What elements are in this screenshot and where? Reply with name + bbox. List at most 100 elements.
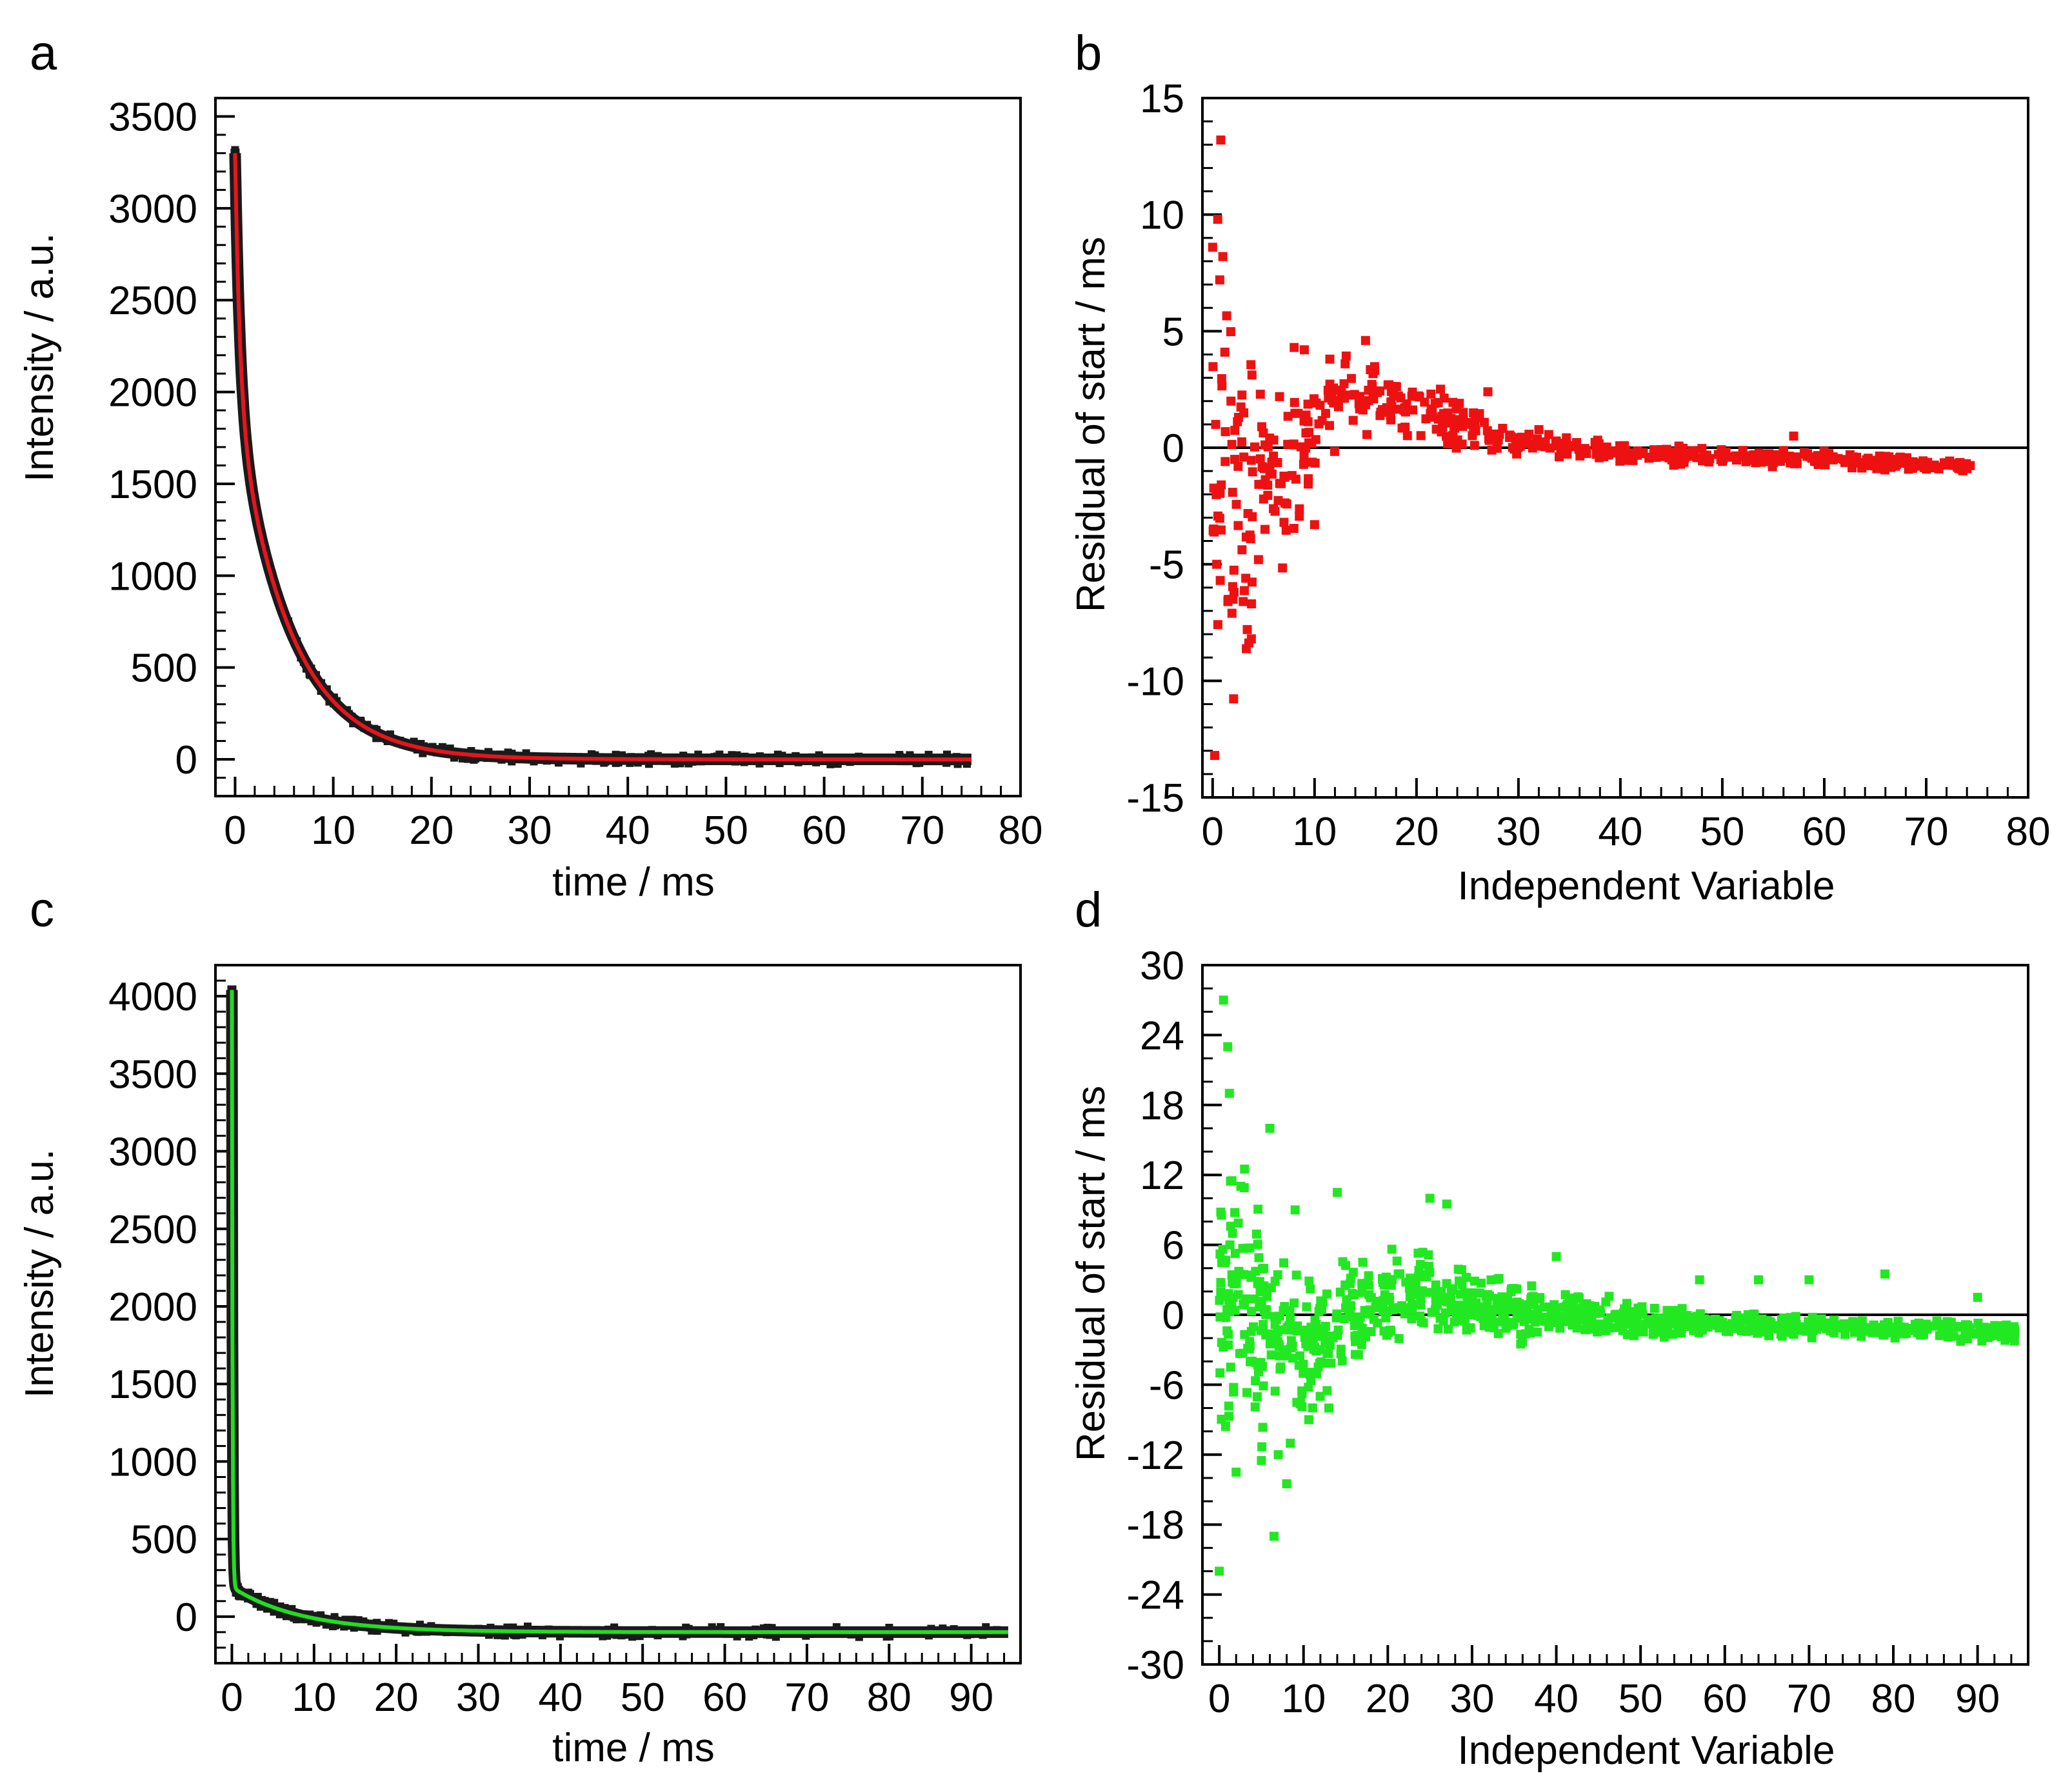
residual-point: [1522, 1306, 1532, 1315]
residual-point: [1366, 1326, 1376, 1336]
residual-point: [1437, 1287, 1446, 1297]
residual-point: [1233, 1218, 1243, 1228]
residual-point: [1736, 1324, 1746, 1334]
residual-point: [1212, 559, 1222, 569]
residual-point: [1884, 452, 1894, 462]
residual-point: [1224, 1289, 1233, 1299]
x-tick-label: 30: [1496, 810, 1540, 854]
residual-point: [1533, 1327, 1542, 1337]
residual-point: [1446, 1294, 1456, 1303]
residual-point: [1757, 1327, 1766, 1337]
y-tick-label: 6: [1162, 1224, 1184, 1268]
residual-point: [1215, 1368, 1225, 1377]
residual-point: [1320, 1321, 1330, 1331]
residual-point: [1237, 390, 1247, 400]
residual-point: [1313, 1362, 1323, 1372]
residual-point: [1263, 442, 1273, 452]
residual-point: [1471, 1288, 1480, 1298]
residual-point: [1253, 555, 1263, 564]
residual-point: [1875, 451, 1884, 461]
residual-point: [1220, 1421, 1230, 1431]
x-tick-label: 80: [1871, 1677, 1916, 1721]
data-point: [464, 755, 472, 763]
residual-point: [1603, 1317, 1613, 1326]
panel-d: d Residual of start / ms Independent Var…: [1069, 883, 2029, 1773]
residual-point: [1217, 1414, 1226, 1424]
panel-a-frame: [214, 97, 1022, 797]
residual-point: [1339, 379, 1349, 388]
residual-point: [1270, 1386, 1280, 1396]
residual-point: [1879, 1320, 1889, 1330]
residual-point: [1724, 452, 1734, 462]
residual-point: [1255, 390, 1265, 399]
residual-point: [1299, 459, 1308, 469]
residual-point: [1368, 369, 1378, 379]
data-point: [330, 1613, 339, 1621]
residual-point: [1477, 1278, 1486, 1288]
panel-b-frame: [1201, 97, 2029, 799]
residual-point: [1479, 1314, 1488, 1324]
residual-point: [1499, 1303, 1509, 1313]
residual-point: [1216, 525, 1226, 535]
residual-point: [1286, 1314, 1295, 1324]
panel-c-frame: [214, 964, 1022, 1664]
data-point: [882, 1633, 891, 1641]
residual-point: [1869, 1320, 1878, 1330]
residual-point: [1614, 1318, 1624, 1328]
residual-point: [1535, 1293, 1545, 1303]
residual-point: [1507, 1284, 1517, 1294]
residual-point: [1339, 1314, 1349, 1323]
residual-point: [1291, 1270, 1301, 1280]
residual-point: [1231, 499, 1241, 509]
residual-point: [1217, 1210, 1226, 1220]
x-tick-label: 30: [508, 808, 552, 853]
residual-point: [1210, 750, 1219, 760]
residual-point: [1358, 405, 1368, 415]
residual-point: [1229, 565, 1239, 575]
residual-point: [1338, 1257, 1348, 1266]
residual-point: [1516, 1339, 1526, 1349]
residual-point: [2010, 1325, 2020, 1335]
residual-point: [1246, 634, 1256, 644]
residual-point: [1215, 1566, 1224, 1576]
y-tick-label: -10: [1126, 659, 1184, 704]
y-tick-label: 1000: [108, 1440, 197, 1484]
residual-point: [1380, 1290, 1390, 1299]
residual-point: [1437, 427, 1446, 437]
residual-point: [1251, 1376, 1260, 1386]
residual-point: [1294, 1361, 1304, 1370]
y-tick-label: 0: [175, 1595, 197, 1640]
residual-point: [1370, 362, 1379, 372]
residual-point: [1315, 1345, 1325, 1355]
panel-b-y-axis-label: Residual of start / ms: [1069, 237, 1113, 612]
data-point: [885, 1623, 893, 1632]
y-tick-label: 3500: [108, 95, 197, 139]
residual-point: [1622, 1299, 1631, 1308]
residual-point: [1364, 396, 1373, 406]
residual-point: [1255, 454, 1265, 464]
residual-point: [1960, 1325, 1970, 1335]
residual-point: [1845, 450, 1855, 459]
residual-point: [1295, 1351, 1304, 1361]
data-point: [509, 1623, 517, 1632]
residual-point: [1304, 1415, 1313, 1424]
residual-point: [1426, 389, 1436, 399]
residual-point: [1442, 1199, 1451, 1209]
y-tick-label: 0: [1162, 1294, 1184, 1338]
residual-point: [1880, 1269, 1889, 1279]
residual-point: [1663, 1326, 1673, 1335]
residual-point: [1433, 397, 1443, 407]
residual-point: [1776, 1329, 1786, 1339]
residual-point: [1265, 1123, 1275, 1133]
residual-point: [1775, 1321, 1784, 1330]
fit-line: [233, 153, 973, 762]
residual-point: [1411, 392, 1421, 401]
residual-point: [1261, 1310, 1271, 1319]
residual-point: [1243, 508, 1253, 518]
residual-point: [1270, 1532, 1279, 1541]
residual-point: [1756, 457, 1766, 467]
residual-point: [1213, 214, 1222, 224]
residual-point: [1337, 1356, 1347, 1366]
residual-point: [1227, 439, 1237, 449]
residual-point: [1300, 1333, 1310, 1343]
